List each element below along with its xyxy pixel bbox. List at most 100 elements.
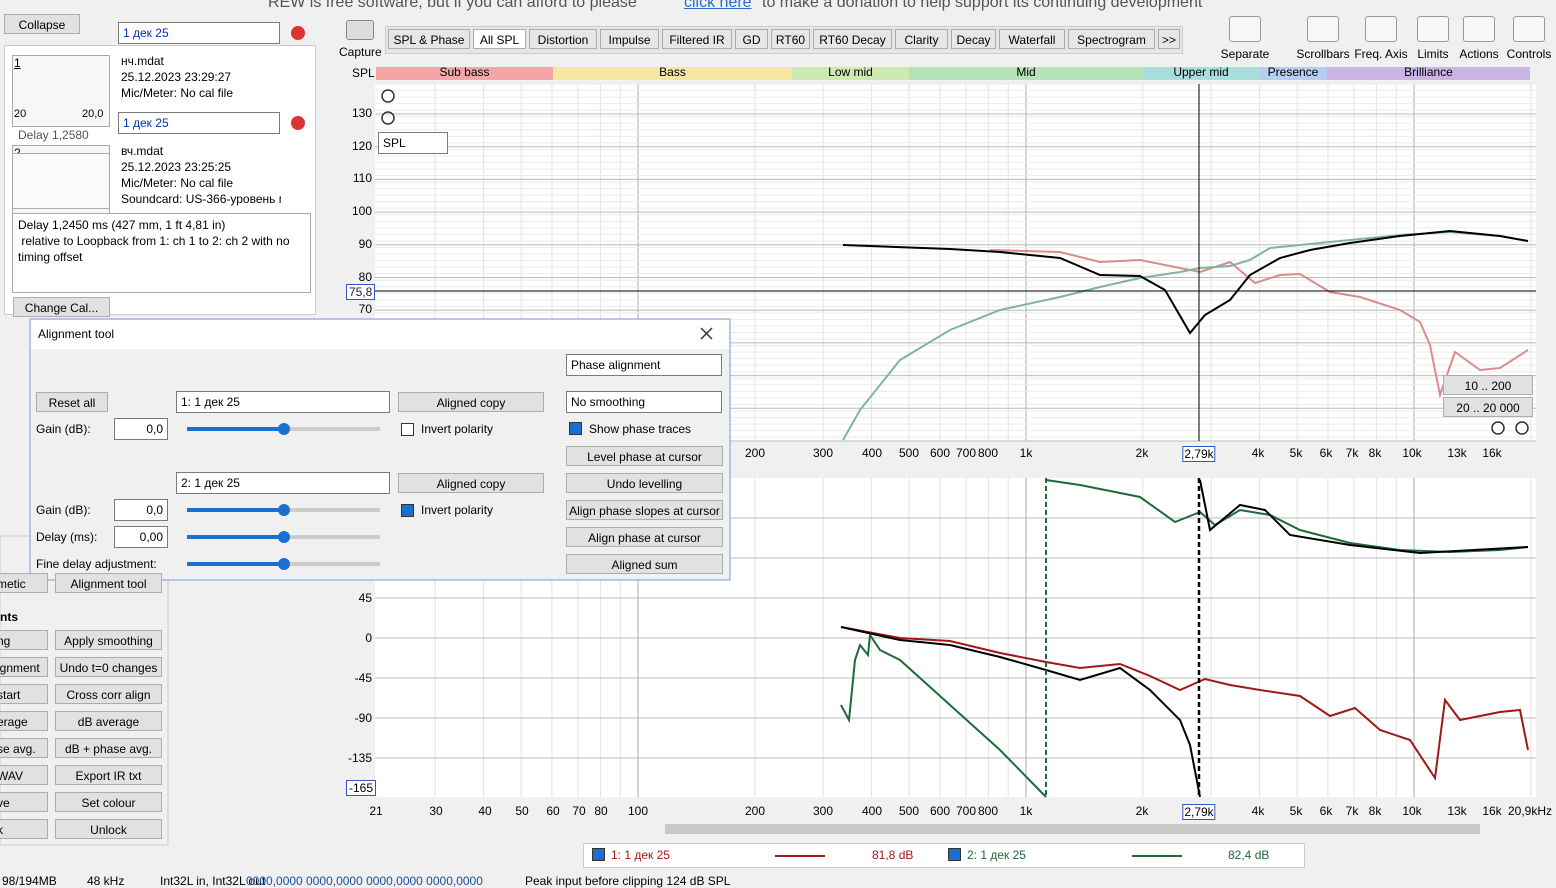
tab[interactable]: Clarity bbox=[895, 29, 948, 49]
zoom-out-x[interactable] bbox=[1491, 421, 1505, 435]
tool-icon bbox=[1307, 16, 1339, 42]
name-field[interactable]: 1 дек 25 bbox=[118, 22, 280, 44]
button[interactable]: ignment bbox=[0, 657, 48, 677]
button[interactable]: metic bbox=[0, 573, 48, 593]
name-field[interactable]: 1 дек 25 bbox=[118, 112, 280, 134]
tool-label[interactable]: Freq. Axis bbox=[1354, 47, 1408, 61]
text: Mic/Meter: No cal file bbox=[121, 176, 234, 190]
tab[interactable]: RT60 bbox=[771, 29, 810, 49]
cursor-value: -165 bbox=[346, 780, 377, 796]
tab[interactable]: Spectrogram bbox=[1068, 29, 1155, 49]
freq-label: 5k bbox=[1289, 446, 1303, 460]
gain-field[interactable]: 0,0 bbox=[114, 418, 168, 440]
freq-label: 4k bbox=[1251, 446, 1265, 460]
button[interactable]: erage bbox=[0, 711, 48, 731]
tool-icon bbox=[1365, 16, 1397, 42]
button[interactable]: se avg. bbox=[0, 738, 48, 758]
label: Gain (dB): bbox=[36, 422, 91, 436]
mode-select[interactable]: Phase alignment bbox=[566, 354, 722, 376]
button[interactable]: Alignment tool bbox=[55, 573, 162, 593]
tool-label[interactable]: Separate bbox=[1220, 47, 1270, 61]
phase-sum-top bbox=[1199, 479, 1529, 555]
legend-swatch bbox=[1132, 855, 1182, 857]
capture: Capture bbox=[339, 45, 382, 59]
legend-name[interactable]: 1: 1 дек 25 bbox=[611, 848, 670, 862]
tab[interactable]: RT60 Decay bbox=[813, 29, 892, 49]
freq-label: 1k bbox=[1019, 804, 1033, 818]
button[interactable]: Export IR txt bbox=[55, 765, 162, 785]
measurement-select[interactable]: 2: 1 дек 25 bbox=[176, 472, 390, 494]
button[interactable]: Set colour bbox=[55, 792, 162, 812]
button[interactable]: WAV bbox=[0, 765, 48, 785]
action-button[interactable]: Level phase at cursor bbox=[566, 446, 723, 466]
gain-field[interactable]: 0,0 bbox=[114, 499, 168, 521]
button[interactable]: ng bbox=[0, 630, 48, 650]
delay-field[interactable]: 0,00 bbox=[114, 526, 168, 548]
tool-label[interactable]: Actions bbox=[1459, 47, 1499, 61]
collapse-button[interactable]: Collapse bbox=[4, 14, 80, 34]
tab[interactable]: GD bbox=[735, 29, 768, 49]
zoom-in[interactable] bbox=[381, 89, 395, 103]
range-button[interactable]: 10 .. 200 bbox=[1443, 375, 1533, 395]
tab[interactable]: Impulse bbox=[600, 29, 659, 49]
action-button[interactable]: Align phase slopes at cursor bbox=[566, 500, 723, 520]
measurement-select[interactable]: 1: 1 дек 25 bbox=[176, 391, 390, 413]
legend-name[interactable]: 2: 1 дек 25 bbox=[967, 848, 1026, 862]
checkbox bbox=[401, 423, 414, 436]
action-button[interactable]: Undo levelling bbox=[566, 473, 723, 493]
action-button[interactable]: Align phase at cursor bbox=[566, 527, 723, 547]
button[interactable]: ve bbox=[0, 792, 48, 812]
band-name: Mid bbox=[1016, 65, 1036, 79]
invert-label[interactable]: Invert polarity bbox=[421, 503, 494, 517]
tab[interactable]: All SPL bbox=[473, 29, 526, 49]
freq-label: 13k bbox=[1447, 804, 1467, 818]
tab[interactable]: Distortion bbox=[529, 29, 597, 49]
smoothing-select[interactable]: No smoothing bbox=[566, 391, 722, 413]
tab[interactable]: Decay bbox=[951, 29, 996, 49]
button[interactable]: Cross corr align bbox=[55, 684, 162, 704]
tab[interactable]: Filtered IR bbox=[662, 29, 732, 49]
show-phase[interactable]: Show phase traces bbox=[589, 422, 692, 436]
button[interactable]: Reset all bbox=[36, 392, 108, 412]
range-button[interactable]: 20 .. 20 000 bbox=[1443, 397, 1533, 417]
invert-label[interactable]: Invert polarity bbox=[421, 422, 494, 436]
phase-tick: 0 bbox=[365, 631, 372, 645]
button[interactable]: k bbox=[0, 819, 48, 839]
tool-label[interactable]: Scrollbars bbox=[1296, 47, 1350, 61]
action-button[interactable]: Aligned sum bbox=[566, 554, 723, 574]
freq-label: 800 bbox=[977, 446, 999, 460]
zoom-out[interactable] bbox=[381, 111, 395, 125]
button[interactable]: dB average bbox=[55, 711, 162, 731]
delay-box bbox=[12, 213, 311, 293]
band bbox=[376, 67, 553, 80]
button[interactable]: Unlock bbox=[55, 819, 162, 839]
button[interactable]: start bbox=[0, 684, 48, 704]
soundcard: Soundcard: US-366-уровень м bbox=[121, 192, 281, 206]
band-name: Low mid bbox=[828, 65, 873, 79]
spl-selector[interactable]: SPL bbox=[378, 132, 448, 154]
freq-label: 10k bbox=[1402, 804, 1422, 818]
button[interactable]: Undo t=0 changes bbox=[55, 657, 162, 677]
freq-label: 2,79k bbox=[1182, 446, 1216, 462]
button[interactable]: dB + phase avg. bbox=[55, 738, 162, 758]
freq-label: 600 bbox=[929, 804, 951, 818]
tab[interactable]: SPL & Phase bbox=[388, 29, 470, 49]
tab[interactable]: >> bbox=[1158, 29, 1180, 49]
scrollbar[interactable] bbox=[665, 824, 1480, 834]
freq-label: 21 bbox=[369, 804, 383, 818]
button[interactable]: Apply smoothing bbox=[55, 630, 162, 650]
tab[interactable]: Waterfall bbox=[999, 29, 1065, 49]
aligned-copy[interactable]: Aligned copy bbox=[398, 392, 544, 412]
freq-label: 70 bbox=[572, 804, 586, 818]
text: 25.12.2023 23:29:27 bbox=[121, 70, 232, 84]
tool-label[interactable]: Controls bbox=[1506, 47, 1552, 61]
zoom-in-x[interactable] bbox=[1515, 421, 1529, 435]
text: 25.12.2023 23:25:25 bbox=[121, 160, 232, 174]
tool-label[interactable]: Limits bbox=[1417, 47, 1449, 61]
change-cal[interactable]: Change Cal... bbox=[13, 297, 110, 317]
banner-link[interactable]: click here bbox=[684, 0, 752, 11]
phase-tick: 45 bbox=[358, 591, 372, 605]
aligned-copy[interactable]: Aligned copy bbox=[398, 473, 544, 493]
band bbox=[1259, 67, 1327, 80]
freq-label: 700 bbox=[955, 446, 977, 460]
